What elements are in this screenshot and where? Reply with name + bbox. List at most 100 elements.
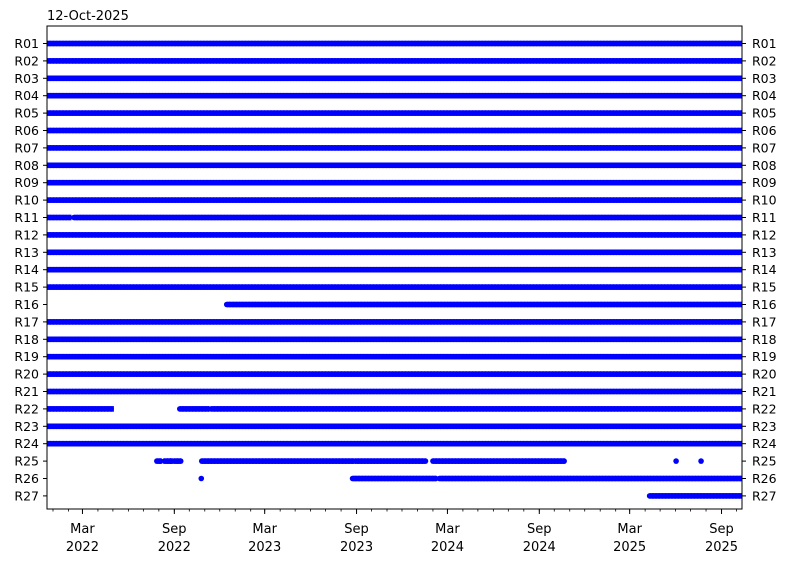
x-tick-label: Mar 2025 [613, 522, 646, 555]
y-tick-label-right: R01 [752, 36, 777, 51]
y-tick-label-right: R12 [752, 227, 777, 242]
data-run-r09-1 [47, 179, 742, 186]
data-run-r17-1 [47, 319, 742, 325]
y-tick-label-left: R09 [14, 175, 39, 190]
y-tick-label-left: R02 [14, 53, 39, 68]
data-point-r25-2 [673, 458, 679, 464]
y-tick-label-left: R12 [14, 227, 39, 242]
x-tick-label: Sep 2023 [340, 522, 373, 555]
y-tick-label-right: R11 [752, 210, 777, 225]
y-tick-label-right: R09 [752, 175, 777, 190]
y-tick-label-left: R07 [14, 140, 39, 155]
y-tick-label-right: R04 [752, 88, 777, 103]
data-run-r01-1 [47, 40, 742, 47]
x-tick-label: Mar 2024 [431, 522, 464, 555]
y-tick-label-right: R22 [752, 401, 777, 416]
data-run-r12-1 [47, 232, 742, 238]
y-tick-label-left: R01 [14, 36, 39, 51]
data-run-r02-1 [47, 58, 742, 64]
y-tick-label-left: R14 [14, 262, 39, 277]
y-tick-label-right: R02 [752, 53, 777, 68]
y-tick-label-left: R27 [14, 488, 39, 503]
y-tick-label-left: R22 [14, 401, 39, 416]
data-run-r26-1 [349, 475, 439, 482]
y-tick-label-right: R05 [752, 106, 777, 121]
data-run-r05-1 [47, 110, 742, 116]
y-tick-label-left: R25 [14, 454, 39, 469]
data-run-r21-1 [47, 388, 742, 395]
data-run-r26-2 [436, 475, 742, 482]
data-run-r25-6 [430, 458, 567, 464]
y-tick-label-right: R08 [752, 158, 777, 173]
y-tick-label-left: R15 [14, 280, 39, 295]
y-tick-label-left: R23 [14, 419, 39, 434]
y-tick-label-left: R05 [14, 106, 39, 121]
y-tick-label-right: R19 [752, 349, 777, 364]
data-run-r24-1 [47, 440, 742, 447]
y-tick-label-left: R24 [14, 436, 39, 451]
y-tick-label-right: R14 [752, 262, 777, 277]
data-run-r08-1 [47, 162, 742, 169]
data-run-r07-1 [47, 145, 742, 151]
y-tick-label-right: R20 [752, 367, 777, 382]
chart-title: 12-Oct-2025 [47, 9, 129, 24]
data-run-r11-1 [47, 214, 73, 221]
x-axis: Mar 2022 Sep 2022 Mar 2023 Sep 2023 Mar 2024 Sep 20… [52, 509, 738, 555]
data-point-r25-3 [698, 458, 704, 464]
data-run-r22-3 [208, 406, 742, 412]
y-axis-right: R01 R02 R03 R04 R05 R06 R07 R08 R09 R10 R11 R12 R13 R… [742, 36, 777, 503]
x-tick-label: Sep 2025 [705, 522, 738, 555]
y-tick-label-right: R17 [752, 314, 777, 329]
data-run-r22-2 [177, 406, 212, 412]
plot-frame [46, 25, 743, 510]
y-tick-label-right: R21 [752, 384, 777, 399]
data-run-r10-1 [47, 197, 742, 203]
data-run-r22-1 [47, 406, 114, 412]
data-run-r11-2 [71, 214, 742, 221]
data-run-r23-1 [47, 423, 742, 430]
data-run-r16-1 [223, 301, 742, 308]
y-tick-label-right: R03 [752, 71, 777, 86]
y-tick-label-right: R26 [752, 471, 777, 486]
y-tick-label-left: R16 [14, 297, 39, 312]
y-tick-label-right: R23 [752, 419, 777, 434]
data-run-r06-1 [47, 127, 742, 134]
data-run-r13-1 [47, 249, 742, 256]
data-run-r25-5 [352, 458, 429, 464]
y-tick-label-right: R16 [752, 297, 777, 312]
y-tick-label-left: R03 [14, 71, 39, 86]
data-run-r04-1 [47, 92, 742, 99]
data-run-r14-1 [47, 266, 742, 273]
y-tick-label-left: R08 [14, 158, 39, 173]
x-tick-label: Sep 2022 [158, 522, 191, 555]
y-tick-label-left: R26 [14, 471, 39, 486]
data-run-r25-4 [198, 458, 355, 464]
x-tick-label: Sep 2024 [523, 522, 556, 555]
y-tick-label-right: R27 [752, 488, 777, 503]
data-run-r19-1 [47, 353, 742, 360]
y-tick-label-left: R10 [14, 193, 39, 208]
data-run-r20-1 [47, 371, 742, 377]
data-run-r25-3 [171, 458, 184, 464]
y-tick-label-left: R04 [14, 88, 39, 103]
y-tick-label-left: R11 [14, 210, 39, 225]
y-tick-label-left: R19 [14, 349, 39, 364]
y-tick-label-right: R07 [752, 140, 777, 155]
y-tick-label-right: R15 [752, 280, 777, 295]
data-run-r15-1 [47, 284, 742, 290]
y-tick-label-left: R18 [14, 332, 39, 347]
data-run-r18-1 [47, 336, 742, 343]
data-point-r25-1 [167, 458, 174, 464]
y-tick-label-right: R24 [752, 436, 777, 451]
y-tick-label-right: R13 [752, 245, 777, 260]
data-point-r26-1 [198, 475, 205, 482]
y-tick-label-left: R06 [14, 123, 39, 138]
y-axis-left: R01 R02 R03 R04 R05 R06 R07 R08 R09 R10 R11 R12 R13 R… [14, 36, 47, 503]
y-tick-label-left: R21 [14, 384, 39, 399]
x-tick-label: Mar 2023 [248, 522, 281, 555]
y-tick-label-left: R13 [14, 245, 39, 260]
y-tick-label-left: R17 [14, 314, 39, 329]
data-run-r27-1 [646, 493, 742, 499]
y-tick-label-right: R10 [752, 193, 777, 208]
